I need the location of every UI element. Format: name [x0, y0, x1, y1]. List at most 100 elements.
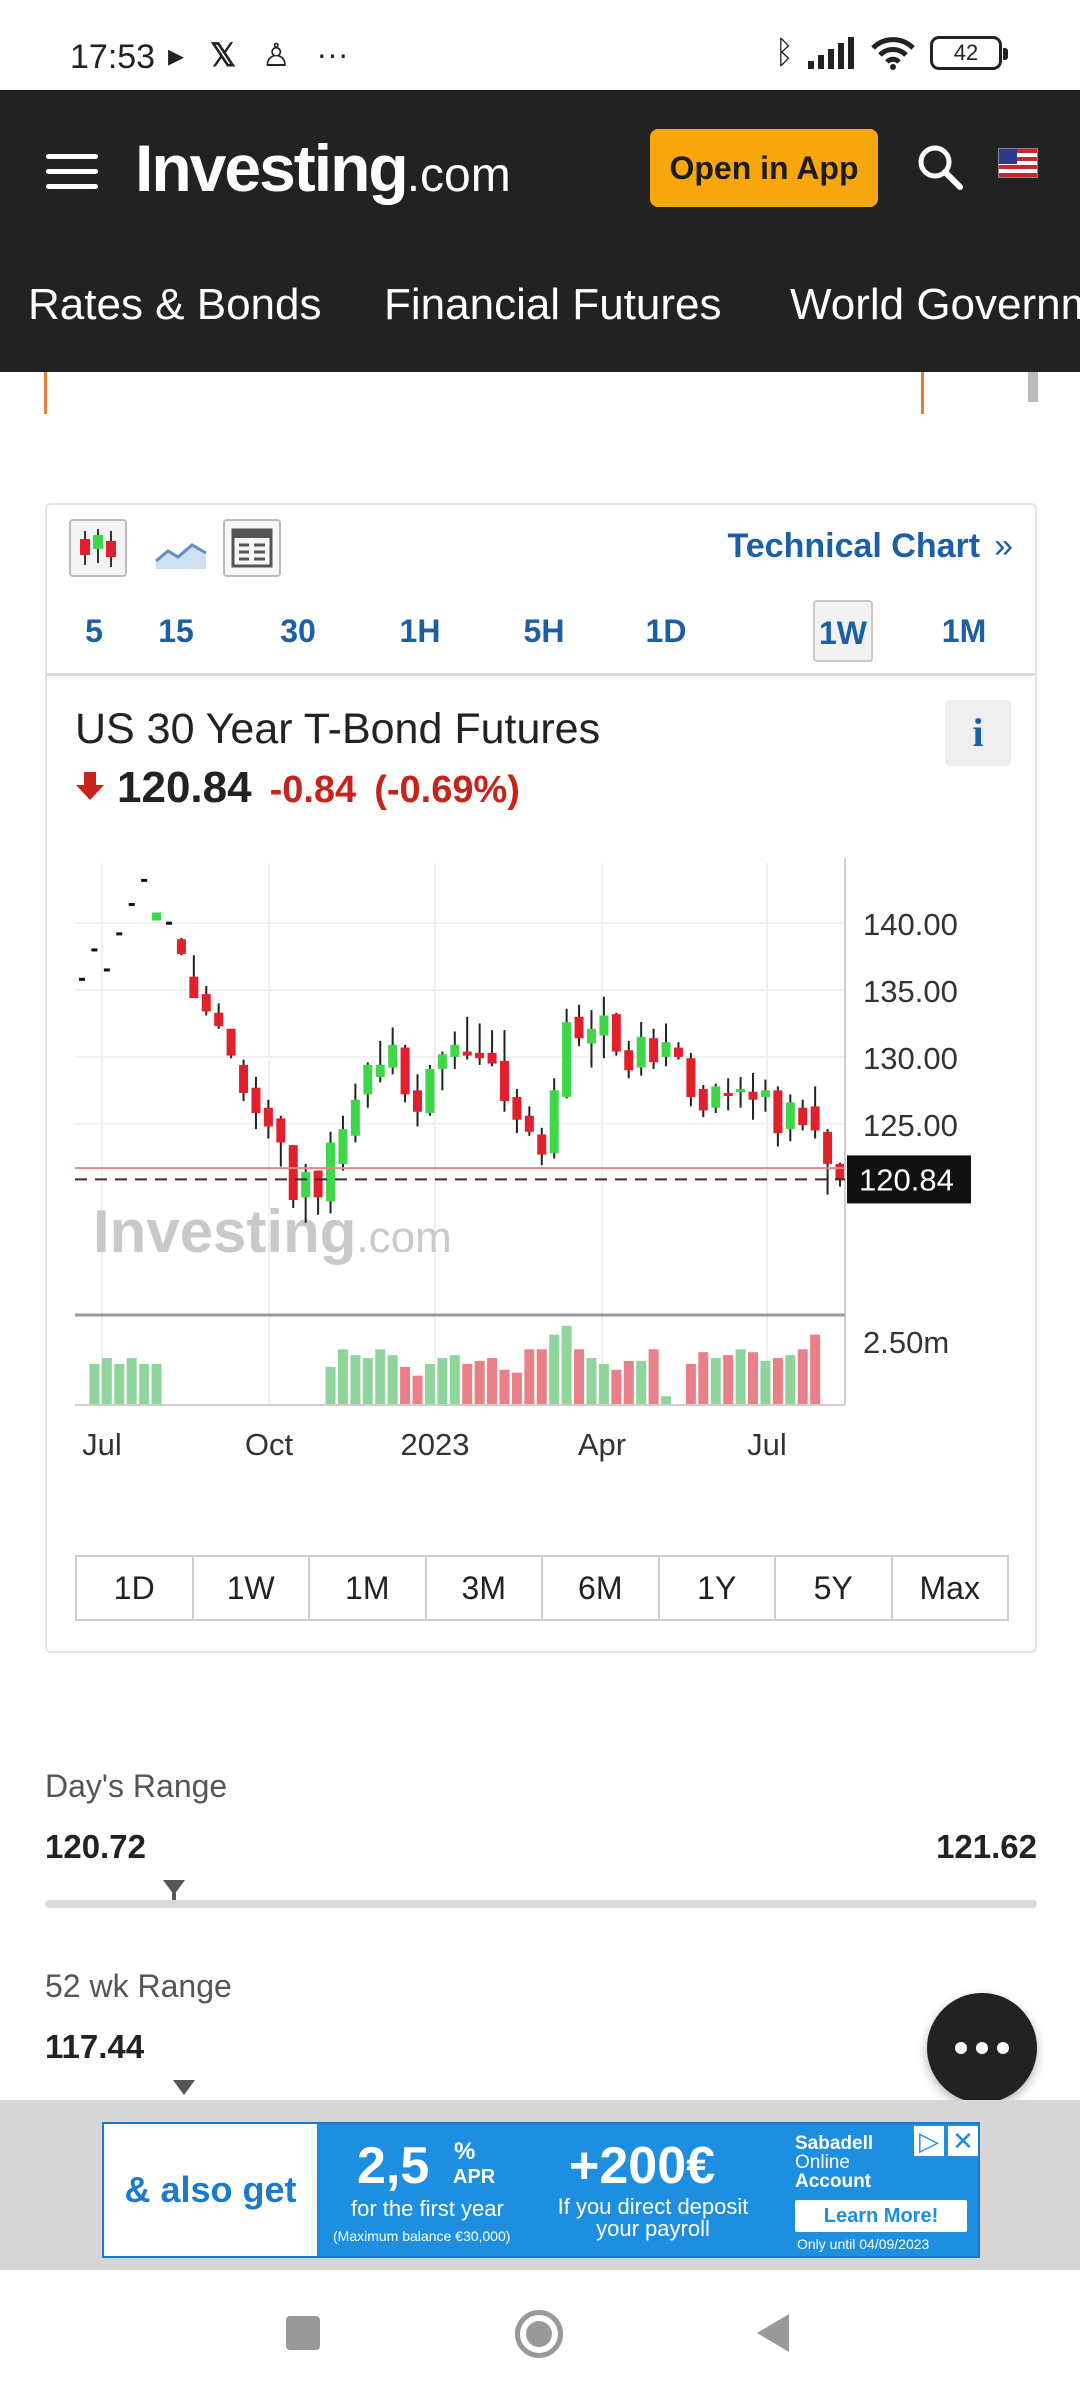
volume-bar — [611, 1369, 622, 1405]
site-header: Investing.com Open in App Rates & Bonds … — [0, 90, 1080, 372]
tab-world-government[interactable]: World Governm — [790, 280, 1080, 329]
ad-brand-line3: Account — [795, 2171, 871, 2192]
days-range-bar — [45, 1900, 1037, 1908]
chart-widget: Technical Chart » 5 15 30 1H 5H 1D 1W 1M … — [45, 503, 1037, 1653]
candle-body — [276, 1118, 286, 1143]
range-1y[interactable]: 1Y — [660, 1557, 776, 1619]
info-button[interactable]: i — [945, 700, 1011, 766]
volume-bar — [375, 1349, 386, 1405]
candle-body — [574, 1016, 584, 1039]
instrument-name: US 30 Year T-Bond Futures — [75, 705, 601, 753]
adchoices-icon[interactable]: ▷ — [914, 2126, 944, 2156]
ad-brand-line1: Sabadell — [795, 2133, 874, 2154]
candle-body — [748, 1091, 758, 1100]
scrollbar[interactable] — [1028, 372, 1038, 402]
technical-chart-link[interactable]: Technical Chart » — [728, 527, 1013, 566]
candle-body — [363, 1064, 373, 1095]
range-5y[interactable]: 5Y — [776, 1557, 893, 1619]
range-1d[interactable]: 1D — [77, 1557, 194, 1619]
close-icon[interactable]: ✕ — [948, 2126, 978, 2156]
volume-bar — [449, 1355, 460, 1405]
system-navigation-bar — [0, 2270, 1080, 2400]
ad-offer: 2,5 % APR for the first year (Maximum ba… — [317, 2124, 978, 2256]
interval-5[interactable]: 5 — [85, 613, 103, 649]
candle-body — [686, 1058, 696, 1098]
more-notifications-icon: ··· — [316, 36, 349, 72]
interval-1h[interactable]: 1H — [399, 613, 441, 649]
more-actions-button[interactable] — [927, 1993, 1037, 2103]
status-time: 17:53 — [70, 38, 156, 76]
candle-body — [79, 977, 85, 981]
price-change: -0.84 — [269, 769, 357, 811]
interval-1w[interactable]: 1W — [813, 600, 873, 662]
candle-body — [798, 1107, 808, 1126]
interval-1m[interactable]: 1M — [941, 613, 987, 649]
days-range-marker — [162, 1880, 185, 1895]
volume-bar — [511, 1372, 522, 1405]
interval-15[interactable]: 15 — [158, 613, 194, 649]
tab-financial-futures[interactable]: Financial Futures — [384, 280, 722, 329]
partial-divider — [921, 372, 924, 414]
price-change-percent: (-0.69%) — [374, 769, 520, 811]
ad-learn-more-button[interactable]: Learn More! — [795, 2200, 967, 2232]
ad-deposit-text: If you direct deposit your payroll — [553, 2196, 753, 2240]
menu-icon[interactable] — [46, 154, 98, 190]
volume-bar — [636, 1361, 647, 1405]
ad-deposit-line2: your payroll — [596, 2216, 710, 2241]
home-icon[interactable] — [515, 2310, 563, 2358]
technical-chart-label: Technical Chart — [727, 527, 981, 565]
candle-body — [128, 902, 135, 906]
volume-bar — [437, 1358, 448, 1405]
y-tick-label: 130.00 — [863, 1041, 958, 1076]
ad-banner[interactable]: & also get 2,5 % APR for the first year … — [102, 2122, 980, 2258]
range-1m[interactable]: 1M — [310, 1557, 427, 1619]
interval-selector: 5 15 30 1H 5H 1D 1W 1M — [47, 600, 1035, 676]
open-in-app-button[interactable]: Open in App — [650, 129, 878, 207]
y-tick-label: 135.00 — [863, 974, 958, 1009]
candle-body — [673, 1047, 683, 1057]
back-icon[interactable] — [757, 2314, 789, 2352]
candle-body — [499, 1060, 509, 1102]
price-chart[interactable]: Investing.com 140.00 135.00 130.00 125.00 12… — [47, 505, 1035, 1545]
ad-max-balance: (Maximum balance €30,000) — [333, 2228, 511, 2244]
ad-container: & also get 2,5 % APR for the first year … — [0, 2100, 1080, 2270]
us-flag-icon[interactable] — [998, 148, 1038, 178]
range-max[interactable]: Max — [919, 1570, 980, 1606]
volume-bar — [387, 1355, 398, 1405]
volume-bar — [772, 1358, 783, 1405]
table-view-icon[interactable] — [223, 519, 281, 577]
range-6m[interactable]: 6M — [543, 1557, 660, 1619]
volume-tick-label: 2.50m — [863, 1325, 949, 1360]
price-down-arrow-icon — [76, 772, 104, 800]
candle-body — [201, 994, 211, 1012]
candle-body — [475, 1052, 485, 1059]
bluetooth-icon: ᛒ — [774, 34, 794, 70]
range-3m[interactable]: 3M — [427, 1557, 543, 1619]
week52-range-marker — [172, 2080, 195, 2095]
area-chart-icon[interactable] — [152, 519, 210, 577]
range-1w[interactable]: 1W — [194, 1557, 310, 1619]
volume-bar — [698, 1352, 709, 1405]
partial-divider — [44, 372, 47, 414]
volume-bar — [350, 1355, 361, 1405]
candlestick-chart-icon[interactable] — [69, 519, 127, 577]
candle-body — [141, 878, 148, 882]
candle-body — [375, 1064, 385, 1077]
candle-body — [152, 912, 162, 921]
candle-body — [189, 976, 199, 999]
site-logo[interactable]: Investing.com — [135, 130, 511, 206]
candle-body — [437, 1054, 447, 1069]
ad-valid-until: Only until 04/09/2023 — [797, 2236, 930, 2252]
volume-bar — [462, 1363, 473, 1405]
tab-rates-bonds[interactable]: Rates & Bonds — [28, 280, 322, 329]
interval-1d[interactable]: 1D — [645, 613, 687, 649]
search-icon[interactable] — [915, 142, 965, 192]
ad-brand: Sabadell Online Account — [795, 2134, 873, 2191]
y-tick-label: 140.00 — [863, 907, 958, 942]
candle-body — [301, 1171, 311, 1198]
interval-30[interactable]: 30 — [280, 613, 316, 649]
recent-apps-icon[interactable] — [286, 2316, 320, 2350]
interval-5h[interactable]: 5H — [523, 613, 565, 649]
candle-body — [661, 1042, 671, 1057]
days-range-low: 120.72 — [45, 1828, 146, 1865]
